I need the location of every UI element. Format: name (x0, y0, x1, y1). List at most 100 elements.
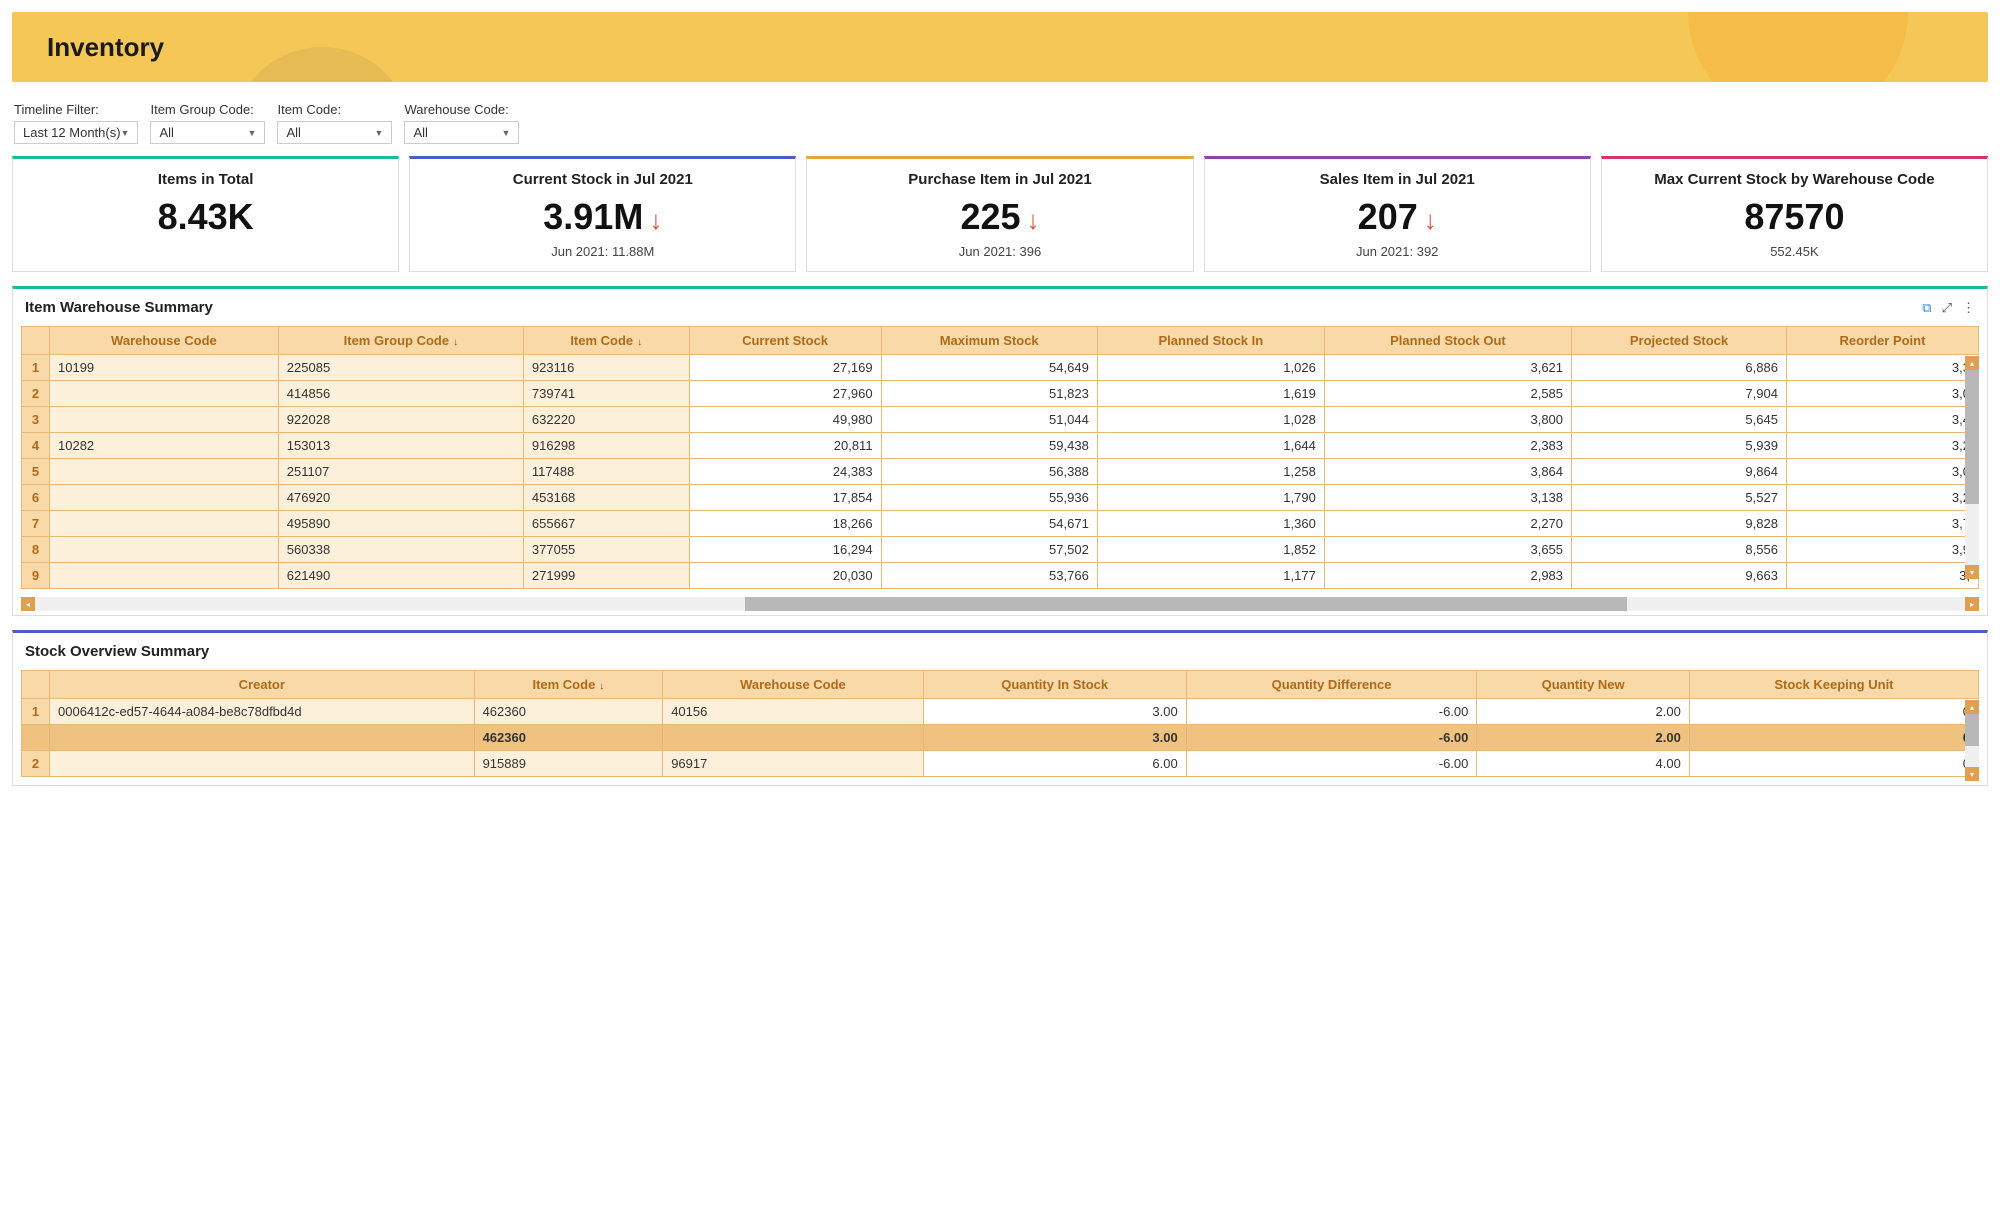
cell-item: 739741 (523, 381, 689, 407)
cell-value: 54,671 (881, 511, 1097, 537)
cell-value: -6.00 (1186, 725, 1477, 751)
row-index: 5 (22, 459, 50, 485)
cell-warehouse: 40156 (663, 699, 923, 725)
column-header[interactable]: Warehouse Code (50, 327, 279, 355)
row-index (22, 725, 50, 751)
cell-value: 1,360 (1097, 511, 1324, 537)
cell-value: 5,527 (1572, 485, 1787, 511)
panel-item-warehouse: Item Warehouse Summary ⧉ ⤢ ⋮ Warehouse C… (12, 286, 1988, 616)
share-icon[interactable]: ⧉ (1922, 300, 1931, 316)
cell-group: 476920 (278, 485, 523, 511)
panel-title: Stock Overview Summary (25, 643, 209, 660)
row-index: 3 (22, 407, 50, 433)
kpi-value: 207↓ (1215, 196, 1580, 238)
filter-label: Warehouse Code: (404, 102, 519, 117)
vertical-scrollbar[interactable]: ▴ ▾ (1965, 700, 1979, 781)
cell-value: 0 (1689, 699, 1978, 725)
column-header[interactable]: Planned Stock In (1097, 327, 1324, 355)
column-header[interactable]: Current Stock (689, 327, 881, 355)
kpi-row: Items in Total 8.43K Current Stock in Ju… (0, 156, 2000, 286)
kpi-title: Current Stock in Jul 2021 (420, 171, 785, 188)
column-header[interactable]: Warehouse Code (663, 671, 923, 699)
more-icon[interactable]: ⋮ (1962, 300, 1975, 316)
sort-icon: ↓ (599, 681, 604, 692)
table-row[interactable]: 5 251107 11748824,38356,3881,2583,8649,8… (22, 459, 1979, 485)
column-header[interactable]: Quantity In Stock (923, 671, 1186, 699)
row-index: 1 (22, 355, 50, 381)
cell-warehouse (50, 563, 279, 589)
cell-creator (50, 751, 475, 777)
kpi-title: Max Current Stock by Warehouse Code (1612, 171, 1977, 188)
column-header[interactable]: Quantity New (1477, 671, 1689, 699)
cell-value: 5,645 (1572, 407, 1787, 433)
cell-value: -6.00 (1186, 699, 1477, 725)
expand-icon[interactable]: ⤢ (1942, 300, 1952, 316)
down-arrow-icon: ↓ (1027, 205, 1040, 236)
table-row[interactable]: 1 10199 225085 92311627,16954,6491,0263,… (22, 355, 1979, 381)
cell-value: 49,980 (689, 407, 881, 433)
table-row[interactable]: 8 560338 37705516,29457,5021,8523,6558,5… (22, 537, 1979, 563)
table-row[interactable]: 6 476920 45316817,85455,9361,7903,1385,5… (22, 485, 1979, 511)
column-header[interactable]: Quantity Difference (1186, 671, 1477, 699)
column-header[interactable]: Planned Stock Out (1324, 327, 1571, 355)
filter-label: Item Code: (277, 102, 392, 117)
cell-value: 18,266 (689, 511, 881, 537)
cell-item: 915889 (474, 751, 663, 777)
table-row[interactable]: 1 0006412c-ed57-4644-a084-be8c78dfbd4d 4… (22, 699, 1979, 725)
table-row[interactable]: 9 621490 27199920,03053,7661,1772,9839,6… (22, 563, 1979, 589)
cell-value: 51,823 (881, 381, 1097, 407)
cell-value: 5,939 (1572, 433, 1787, 459)
cell-value: 3, (1786, 563, 1978, 589)
table-row[interactable]: 3 922028 63222049,98051,0441,0283,8005,6… (22, 407, 1979, 433)
kpi-card: Purchase Item in Jul 2021 225↓ Jun 2021:… (806, 156, 1193, 272)
column-header[interactable]: Item Group Code↓ (278, 327, 523, 355)
cell-value: 53,766 (881, 563, 1097, 589)
kpi-value: 225↓ (817, 196, 1182, 238)
column-header[interactable]: Item Code↓ (523, 327, 689, 355)
table-row[interactable]: 2 915889 969176.00-6.004.000 (22, 751, 1979, 777)
filter-select[interactable]: All ▼ (277, 121, 392, 144)
cell-group: 621490 (278, 563, 523, 589)
cell-value: 1,644 (1097, 433, 1324, 459)
kpi-card: Current Stock in Jul 2021 3.91M↓ Jun 202… (409, 156, 796, 272)
cell-value: 20,030 (689, 563, 881, 589)
cell-value: 6.00 (923, 751, 1186, 777)
cell-value: 9,864 (1572, 459, 1787, 485)
row-index: 7 (22, 511, 50, 537)
filter-select[interactable]: Last 12 Month(s) ▼ (14, 121, 138, 144)
cell-value: 54,649 (881, 355, 1097, 381)
cell-value: 16,294 (689, 537, 881, 563)
column-header[interactable]: Reorder Point (1786, 327, 1978, 355)
kpi-subtitle: 552.45K (1612, 244, 1977, 259)
column-header[interactable]: Projected Stock (1572, 327, 1787, 355)
kpi-title: Purchase Item in Jul 2021 (817, 171, 1182, 188)
table-row[interactable]: 4 10282 153013 91629820,81159,4381,6442,… (22, 433, 1979, 459)
cell-group: 153013 (278, 433, 523, 459)
filter-select[interactable]: All ▼ (404, 121, 519, 144)
vertical-scrollbar[interactable]: ▴ ▾ (1965, 356, 1979, 579)
row-index: 1 (22, 699, 50, 725)
cell-value: 27,960 (689, 381, 881, 407)
cell-value: 3.00 (923, 725, 1186, 751)
column-header[interactable]: Creator (50, 671, 475, 699)
column-header[interactable]: Stock Keeping Unit (1689, 671, 1978, 699)
kpi-value: 8.43K (23, 196, 388, 238)
filter-select[interactable]: All ▼ (150, 121, 265, 144)
cell-value: 2.00 (1477, 699, 1689, 725)
table-row[interactable]: 2 414856 73974127,96051,8231,6192,5857,9… (22, 381, 1979, 407)
column-header[interactable]: Item Code↓ (474, 671, 663, 699)
cell-value: 9,663 (1572, 563, 1787, 589)
filter-group: Item Group Code: All ▼ (150, 102, 265, 144)
cell-value: 2,383 (1324, 433, 1571, 459)
cell-value: 9,828 (1572, 511, 1787, 537)
sort-icon: ↓ (637, 337, 642, 348)
horizontal-scrollbar[interactable]: ◂ ▸ (21, 597, 1979, 611)
filter-label: Timeline Filter: (14, 102, 138, 117)
cell-value: 4.00 (1477, 751, 1689, 777)
table-row[interactable]: 7 495890 65566718,26654,6711,3602,2709,8… (22, 511, 1979, 537)
cell-creator: 0006412c-ed57-4644-a084-be8c78dfbd4d (50, 699, 475, 725)
subtotal-row[interactable]: 462360 3.00-6.002.000 (22, 725, 1979, 751)
cell-value: 24,383 (689, 459, 881, 485)
column-header[interactable]: Maximum Stock (881, 327, 1097, 355)
page-title: Inventory (47, 32, 164, 63)
